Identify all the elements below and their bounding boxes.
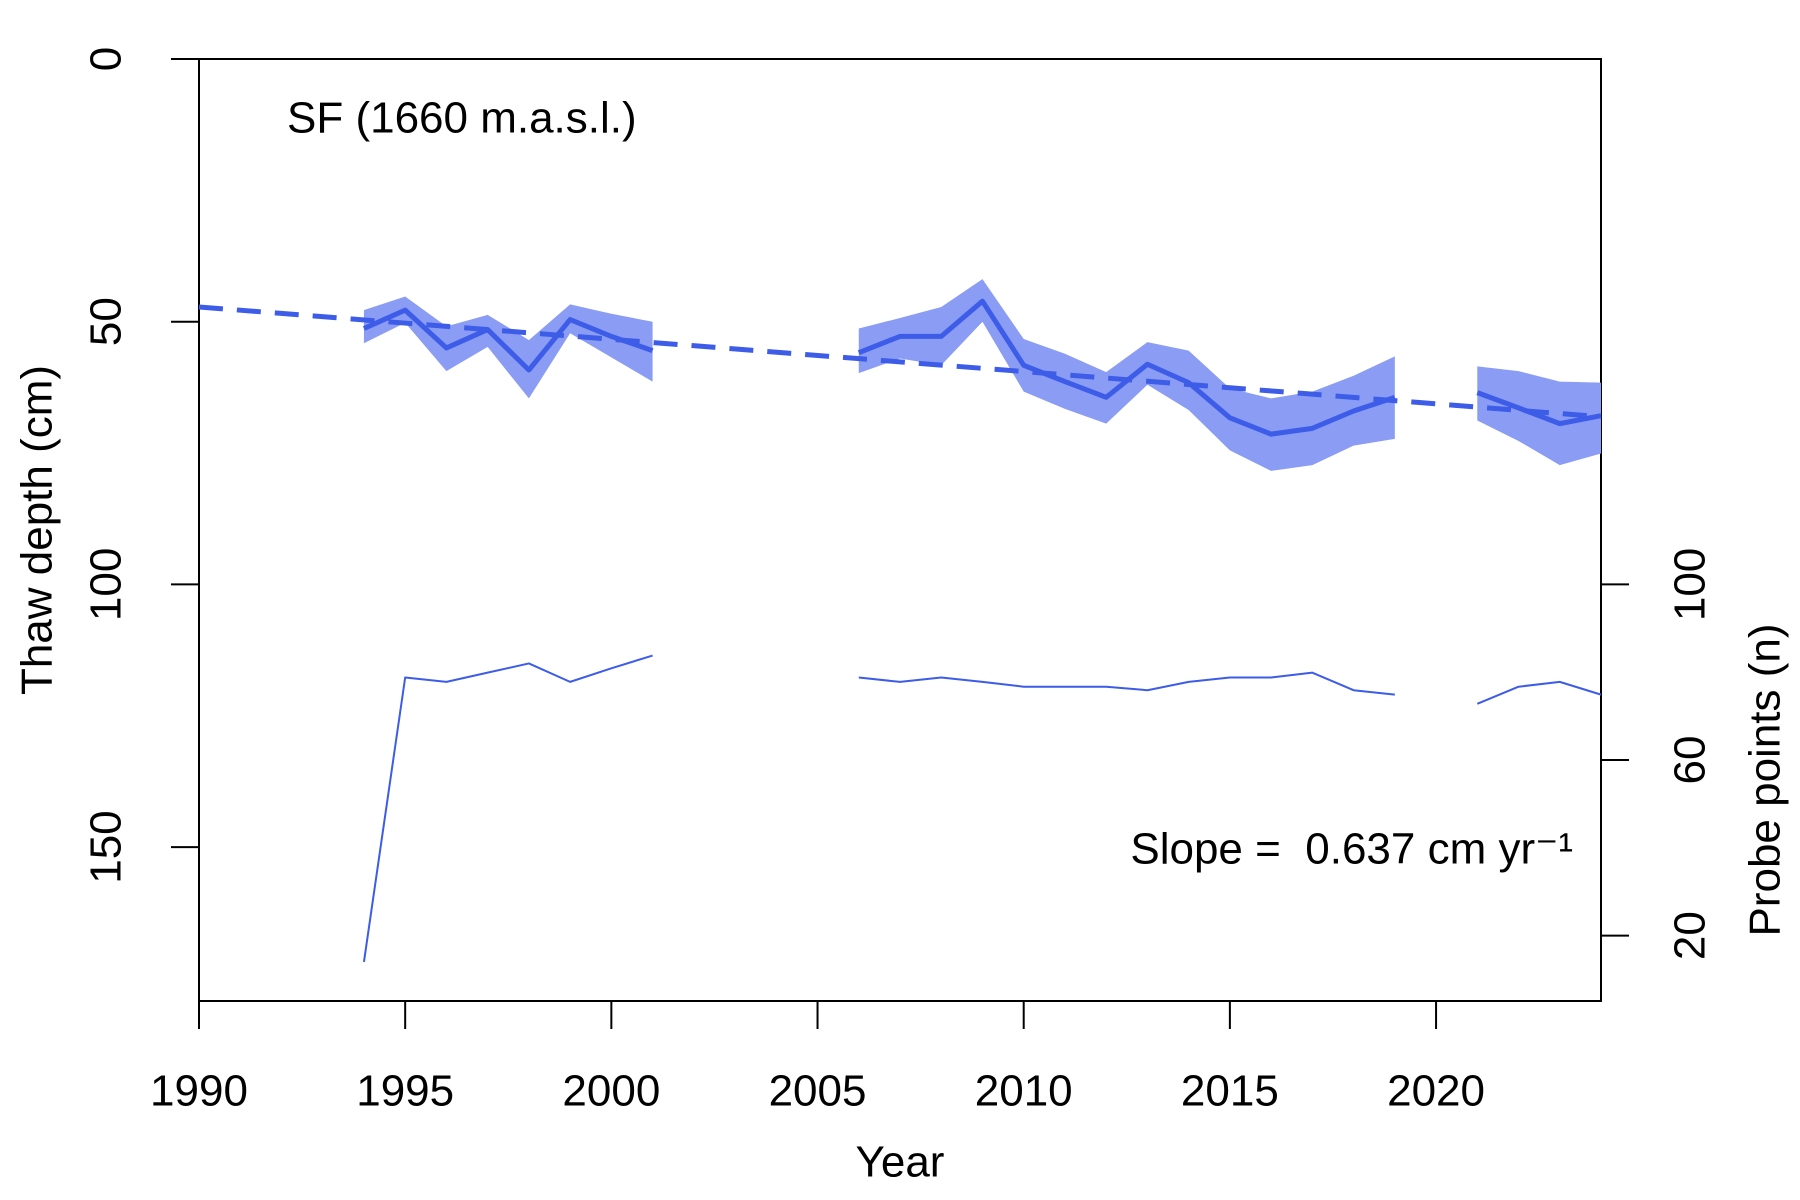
y2-tick-label: 60 — [1666, 736, 1715, 785]
y-tick-label: 0 — [82, 47, 131, 71]
x-tick-label: 2020 — [1387, 1067, 1485, 1116]
y-axis-label: Thaw depth (cm) — [13, 365, 62, 695]
y2-axis-label: Probe points (n) — [1741, 623, 1790, 936]
site-annotation: SF (1660 m.a.s.l.) — [287, 94, 637, 143]
y-tick-label: 50 — [82, 297, 131, 346]
slope-annotation: Slope = 0.637 cm yr⁻¹ — [1130, 825, 1573, 874]
y-tick-label: 100 — [82, 548, 131, 621]
y2-tick-label: 20 — [1666, 911, 1715, 960]
plot-frame — [198, 58, 1602, 1002]
x-tick-label: 1990 — [150, 1067, 248, 1116]
x-tick-label: 2010 — [975, 1067, 1073, 1116]
x-axis-label: Year — [856, 1138, 945, 1187]
x-tick-label: 2000 — [562, 1067, 660, 1116]
x-tick-label: 1995 — [356, 1067, 454, 1116]
trend-line — [198, 304, 1602, 420]
y2-tick-label: 100 — [1666, 548, 1715, 621]
x-tick-label: 2005 — [769, 1067, 867, 1116]
y-tick-label: 150 — [82, 810, 131, 883]
x-tick-label: 2015 — [1181, 1067, 1279, 1116]
uncertainty-band — [363, 279, 1601, 471]
probe-line — [362, 654, 1602, 963]
